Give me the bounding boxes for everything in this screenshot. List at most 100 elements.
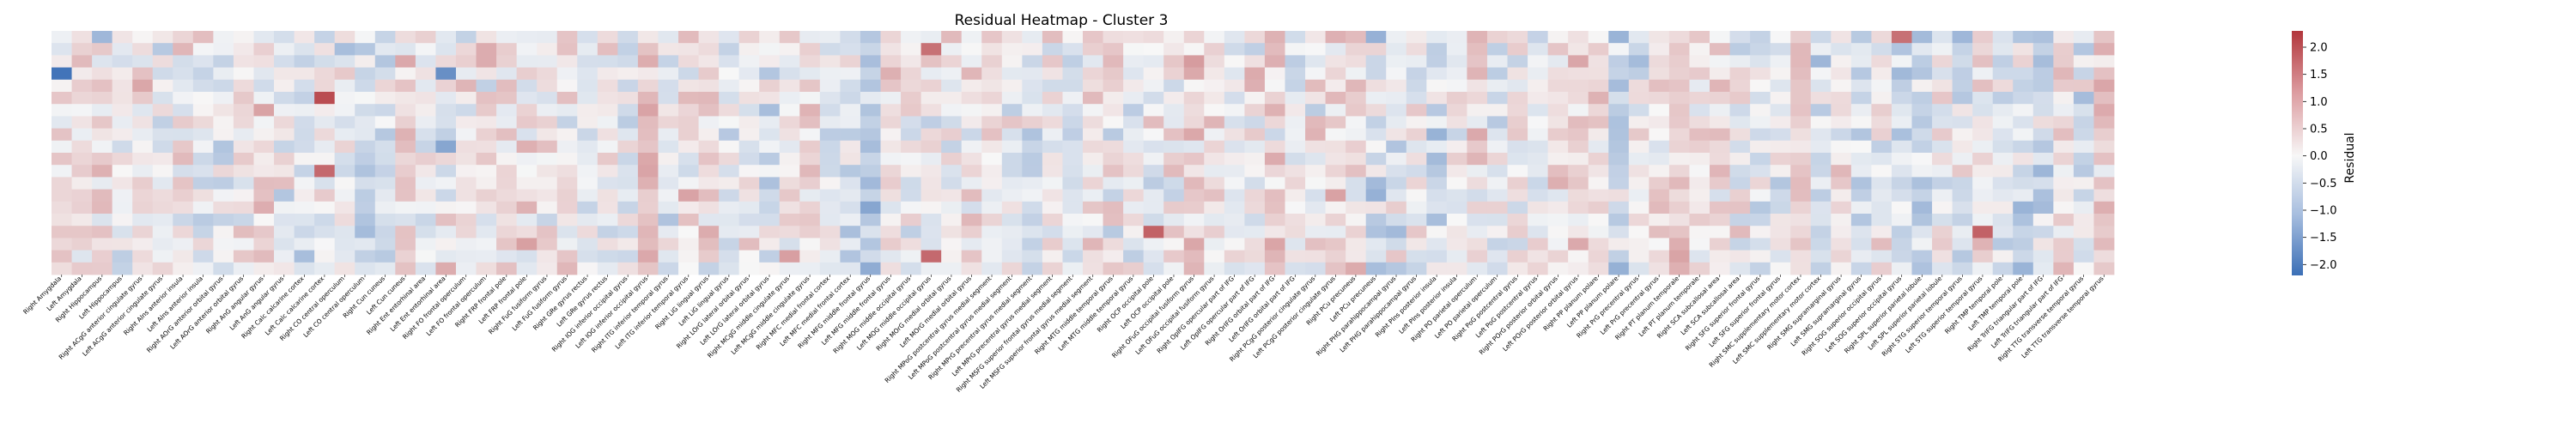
heatmap-cell xyxy=(637,116,659,129)
heatmap-cell xyxy=(1911,140,1933,154)
heatmap-cell xyxy=(1305,140,1326,154)
heatmap-cell xyxy=(1831,153,1852,166)
heatmap-cell xyxy=(698,250,720,263)
heatmap-cell xyxy=(1386,128,1407,142)
heatmap-cell xyxy=(1183,140,1205,154)
heatmap-cell xyxy=(1022,238,1043,251)
heatmap-cell xyxy=(1123,201,1145,214)
heatmap-cell xyxy=(71,250,93,263)
heatmap-cell xyxy=(1710,238,1730,251)
heatmap-cell xyxy=(496,92,518,105)
heatmap-cell xyxy=(637,128,659,142)
heatmap-cell xyxy=(1042,238,1063,251)
heatmap-cell xyxy=(698,153,720,166)
heatmap-cell xyxy=(355,226,376,239)
heatmap-cell xyxy=(1406,92,1427,105)
heatmap-cell xyxy=(779,189,800,202)
heatmap-cell xyxy=(597,116,618,129)
heatmap-cell xyxy=(577,226,598,239)
heatmap-cell xyxy=(1547,226,1569,239)
heatmap-cell xyxy=(1386,226,1407,239)
heatmap-cell xyxy=(2013,214,2034,227)
heatmap-cell xyxy=(1062,201,1084,214)
heatmap-cell xyxy=(1952,55,1973,68)
heatmap-cell xyxy=(719,128,740,142)
heatmap-cell xyxy=(1649,31,1670,44)
heatmap-cell xyxy=(2073,201,2094,214)
heatmap-cell xyxy=(2053,116,2075,129)
heatmap-cell xyxy=(1285,189,1306,202)
heatmap-cell xyxy=(516,140,538,154)
heatmap-cell xyxy=(1972,262,1994,275)
heatmap-cell xyxy=(1001,201,1023,214)
heatmap-cell xyxy=(1467,250,1488,263)
heatmap-cell xyxy=(1952,262,1973,275)
heatmap-cell xyxy=(738,262,760,275)
heatmap-cell xyxy=(981,128,1003,142)
heatmap-cell xyxy=(1992,238,2014,251)
heatmap-cell xyxy=(597,165,618,178)
heatmap-cell xyxy=(1588,153,1609,166)
heatmap-cell xyxy=(860,250,881,263)
heatmap-cell xyxy=(112,140,133,154)
heatmap-cell xyxy=(1628,250,1649,263)
heatmap-cell xyxy=(658,262,679,275)
heatmap-cell xyxy=(1264,116,1285,129)
heatmap-cell xyxy=(1365,250,1387,263)
heatmap-cell xyxy=(516,67,538,81)
heatmap-cell xyxy=(1264,214,1285,227)
heatmap-cell xyxy=(1992,177,2014,190)
heatmap-cell xyxy=(840,92,861,105)
heatmap-cell xyxy=(455,67,477,81)
heatmap-cell xyxy=(678,226,699,239)
heatmap-cell xyxy=(1972,201,1994,214)
heatmap-cell xyxy=(860,153,881,166)
heatmap-cell xyxy=(1244,79,1266,93)
heatmap-cell xyxy=(152,116,173,129)
heatmap-cell xyxy=(455,92,477,105)
heatmap-cell xyxy=(1649,79,1670,93)
heatmap-cell xyxy=(537,43,558,56)
heatmap-cell xyxy=(1083,31,1103,44)
heatmap-cell xyxy=(1264,43,1285,56)
heatmap-cell xyxy=(1204,31,1225,44)
heatmap-cell xyxy=(779,128,800,142)
heatmap-cell xyxy=(1346,104,1367,117)
heatmap-cell xyxy=(1770,165,1791,178)
heatmap-cell xyxy=(941,238,963,251)
heatmap-cell xyxy=(1528,250,1549,263)
heatmap-cell xyxy=(1831,128,1852,142)
heatmap-cell xyxy=(2093,92,2115,105)
heatmap-cell xyxy=(1831,165,1852,178)
heatmap-cell xyxy=(253,92,275,105)
heatmap-cell xyxy=(334,31,355,44)
heatmap-cell xyxy=(537,250,558,263)
heatmap-cell xyxy=(1649,104,1670,117)
heatmap-cell xyxy=(1042,214,1063,227)
heatmap-cell xyxy=(819,31,841,44)
heatmap-cell xyxy=(981,31,1003,44)
heatmap-cell xyxy=(577,153,598,166)
heatmap-cell xyxy=(981,104,1003,117)
heatmap-cell xyxy=(173,116,194,129)
x-tick-label: Right SMG supramarginal gyrus xyxy=(1765,275,1842,351)
heatmap-cell xyxy=(860,92,881,105)
heatmap-cell xyxy=(435,262,457,275)
heatmap-cell xyxy=(1406,67,1427,81)
heatmap-cell xyxy=(435,140,457,154)
heatmap-cell xyxy=(2032,128,2054,142)
heatmap-cell xyxy=(537,201,558,214)
heatmap-cell xyxy=(274,55,295,68)
heatmap-cell xyxy=(1770,153,1791,166)
heatmap-cell xyxy=(1972,226,1994,239)
heatmap-cell xyxy=(961,31,982,44)
heatmap-cell xyxy=(819,250,841,263)
heatmap-cell xyxy=(1486,104,1508,117)
heatmap-cell xyxy=(355,250,376,263)
heatmap-cell xyxy=(1628,43,1649,56)
heatmap-cell xyxy=(1305,214,1326,227)
heatmap-cell xyxy=(1001,226,1023,239)
heatmap-cell xyxy=(1305,165,1326,178)
heatmap-cell xyxy=(1528,104,1549,117)
heatmap-cell xyxy=(1467,238,1488,251)
